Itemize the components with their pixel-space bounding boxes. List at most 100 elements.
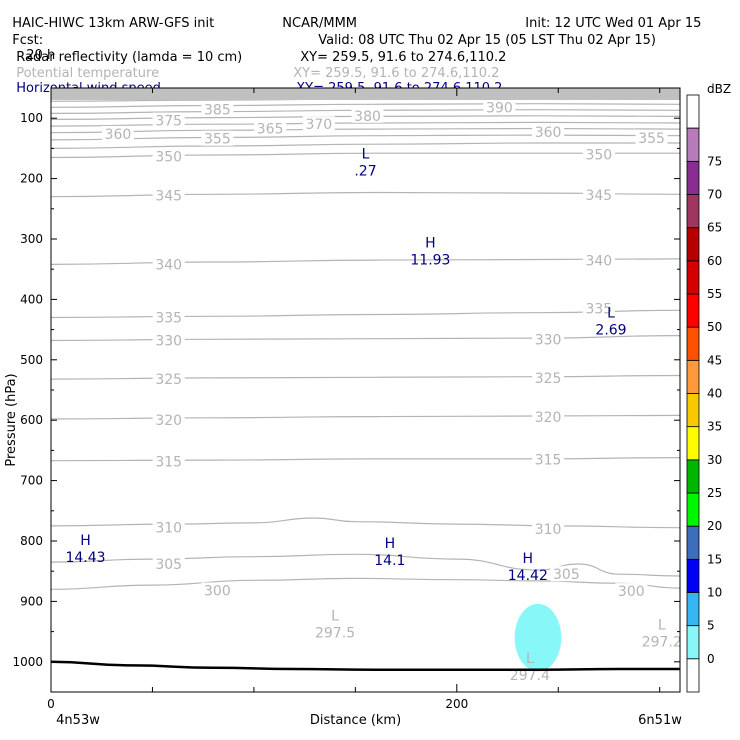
theta-label: 325 [535, 371, 562, 387]
theta-contour-325 [51, 374, 680, 380]
colorbar-box-5 [686, 592, 700, 627]
header-valid: Valid: 08 UTC Thu 02 Apr 15 (05 LST Thu … [310, 18, 656, 48]
theta-label-bg [152, 555, 185, 571]
theta-label-bg [615, 583, 648, 599]
theta-label: 320 [155, 413, 182, 429]
y-tick-label: 400 [20, 292, 43, 306]
theta-label-bg [201, 130, 234, 146]
field-row-reflectivity: Radar reflectivity (lamda = 10 cm) [8, 35, 242, 65]
theta-label-bg [152, 332, 185, 348]
colorbar: 0 5 10 15 20 25 30 35 40 45 50 55 60 65 70 75 dBZ [686, 82, 731, 693]
colorbar-box-20 [686, 492, 700, 527]
theta-label-bg [532, 409, 565, 425]
theta-label-bg [152, 453, 185, 469]
org-label: NCAR/MMM [282, 16, 358, 31]
theta-label-bg [152, 256, 185, 272]
right-endpoint-label: 6n51w [638, 713, 682, 728]
y-tick-label: 900 [20, 594, 43, 608]
theta-label: 355 [204, 132, 231, 148]
theta-contour-365 [51, 127, 680, 134]
colorbar-label: 0 [707, 652, 715, 666]
theta-label: 340 [155, 257, 182, 273]
theta-label-bg [152, 187, 185, 203]
colorbar-label: 70 [707, 188, 722, 202]
init-time: Init: 12 UTC Wed 01 Apr 15 [525, 16, 702, 31]
wind-extremum-type: H [385, 536, 396, 552]
theta-label-bg [152, 112, 185, 128]
theta-contour-320 [51, 414, 680, 420]
theta-label: 310 [155, 521, 182, 537]
theta-contour-305 [51, 553, 680, 577]
theta-label-bg [201, 582, 234, 598]
theta-label: 335 [585, 301, 612, 317]
colorbar-label: 45 [707, 353, 722, 367]
model-top-band [51, 88, 680, 100]
theta-label-bg [152, 371, 185, 387]
theta-label-bg [532, 451, 565, 467]
y-tick-label: 200 [20, 172, 43, 186]
theta-label-bg [582, 186, 615, 202]
theta-label: 355 [638, 131, 665, 147]
theta-label-bg [582, 146, 615, 162]
theta-label: 330 [535, 332, 562, 348]
x-tick-label: 200 [445, 697, 468, 711]
theta-label: 335 [155, 311, 182, 327]
wind-extremum-type: H [80, 533, 91, 549]
theta-contour-310 [51, 517, 680, 529]
wind-extremum-type: L [362, 147, 370, 163]
theta-extremum-value: 297.4 [510, 668, 550, 684]
theta-label-bg [101, 125, 134, 141]
colorbar-box-15 [686, 525, 700, 560]
theta-label: 310 [535, 522, 562, 538]
theta-label: 305 [155, 557, 182, 573]
colorbar-label: 50 [707, 320, 722, 334]
field-xy: XY= 259.5, 91.6 to 274.6,110.2 [293, 66, 500, 81]
colorbar-box-75 [686, 127, 700, 162]
colorbar-box-55 [686, 260, 700, 295]
fcst-value: 20 h [26, 48, 56, 63]
theta-label: 300 [204, 584, 231, 600]
theta-extremum-type: L [658, 618, 666, 634]
valid-time: Valid: 08 UTC Thu 02 Apr 15 (05 LST Thu … [318, 33, 656, 48]
header-fcst: Fcst: 20 h [4, 18, 55, 63]
x-axis-label: Distance (km) [310, 713, 401, 728]
theta-label: 360 [105, 127, 132, 143]
theta-label: 320 [535, 410, 562, 426]
field-row-theta: Potential temperature [8, 51, 159, 81]
colorbar-box-25 [686, 459, 700, 494]
field-name: Potential temperature [16, 66, 160, 81]
colorbar-unit: dBZ [707, 82, 731, 96]
wind-extremum-type: H [425, 235, 436, 251]
theta-label: 360 [535, 125, 562, 141]
theta-label: 300 [618, 584, 645, 600]
theta-extremum-type: L [526, 651, 534, 667]
theta-contour-385 [51, 103, 680, 108]
theta-label-bg [152, 412, 185, 428]
theta-label-bg [152, 309, 185, 325]
theta-label-bg [532, 520, 565, 536]
theta-extremum-value: 297.2 [642, 635, 682, 651]
x-tick-label: 0 [47, 697, 55, 711]
theta-layer: 300 305 305 300 310 310 315 315 320 320 325 325 330 3… [51, 88, 682, 684]
y-tick-label: 300 [20, 232, 43, 246]
y-tick-label: 100 [20, 111, 43, 125]
theta-label-bg [550, 566, 583, 582]
theta-label: 385 [204, 103, 231, 119]
wind-extremum-value: 2.69 [595, 322, 626, 338]
y-axis-label: Pressure (hPa) [4, 373, 19, 466]
colorbar-box-0 [686, 625, 700, 660]
wind-extremum-value: 14.1 [374, 553, 405, 569]
theta-label: 350 [155, 149, 182, 165]
colorbar-label: 60 [707, 254, 722, 268]
wind-extremum-type: L [607, 305, 615, 321]
header-org: NCAR/MMM [274, 1, 357, 31]
model-title: HAIC-HIWC 13km ARW-GFS init [12, 16, 215, 31]
header-title: HAIC-HIWC 13km ARW-GFS init [4, 1, 214, 31]
fcst-label: Fcst: [12, 33, 44, 48]
header-init: Init: 12 UTC Wed 01 Apr 15 [517, 1, 701, 31]
y-tick-label: 1000 [12, 655, 43, 669]
colorbar-box-45 [686, 326, 700, 361]
y-tick-label: 800 [20, 534, 43, 548]
colorbar-label: 35 [707, 420, 722, 434]
y-tick-label: 700 [20, 474, 43, 488]
